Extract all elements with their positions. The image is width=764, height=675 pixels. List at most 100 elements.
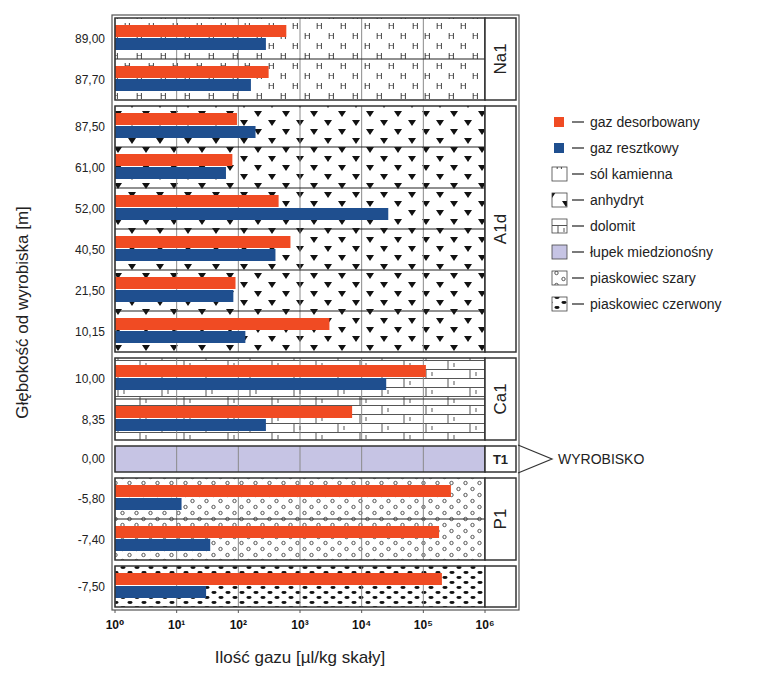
category-label: 40,50 xyxy=(75,243,105,257)
tick-label: 10² xyxy=(230,618,247,632)
grid-line xyxy=(238,566,239,607)
bars xyxy=(115,25,451,598)
legend-dash xyxy=(572,225,584,226)
grid-line xyxy=(176,446,177,472)
legend-swatch xyxy=(552,219,567,233)
row-separator xyxy=(115,269,485,270)
tick-label: 10³ xyxy=(291,618,308,632)
tick xyxy=(423,610,424,613)
category-label: 87,50 xyxy=(75,120,105,134)
bar xyxy=(115,113,237,125)
row-separator xyxy=(115,146,485,147)
bar xyxy=(115,331,245,343)
bar xyxy=(115,419,266,431)
legend-swatch xyxy=(552,297,567,311)
bar xyxy=(115,539,210,551)
tick-label: 10⁴ xyxy=(352,618,371,632)
grid-line xyxy=(423,566,424,607)
category-label: 89,00 xyxy=(75,32,105,46)
bar xyxy=(115,236,290,248)
legend-dash xyxy=(572,121,584,122)
row-separator xyxy=(115,310,485,311)
grid-line xyxy=(300,446,301,472)
bar xyxy=(115,38,266,50)
outer-frame xyxy=(112,15,519,610)
tick xyxy=(176,610,177,613)
bar xyxy=(115,526,439,538)
category-label: 52,00 xyxy=(75,202,105,216)
row-separator xyxy=(115,58,485,59)
unit-cell xyxy=(485,478,516,560)
unit-cell xyxy=(485,106,516,352)
frames xyxy=(112,15,519,610)
bar xyxy=(115,277,236,289)
bar xyxy=(115,586,206,598)
bar xyxy=(115,573,442,585)
category-label: -7,40 xyxy=(78,533,106,547)
legend-label: dolomit xyxy=(590,218,635,234)
bar xyxy=(115,195,279,207)
legend-label: anhydryt xyxy=(590,192,644,208)
category-label: -7,50 xyxy=(78,580,106,594)
unit-cell xyxy=(485,446,516,472)
bar xyxy=(115,66,269,78)
bar xyxy=(115,406,352,418)
category-label: 61,00 xyxy=(75,161,105,175)
legend-dash xyxy=(572,251,584,252)
legend-swatch xyxy=(552,271,567,285)
category-label: -5,80 xyxy=(78,492,106,506)
tick xyxy=(300,610,301,613)
bar xyxy=(115,498,182,510)
legend-label: gaz resztkowy xyxy=(590,140,679,156)
grid-line xyxy=(300,566,301,607)
unit-label: P1 xyxy=(491,509,510,530)
legend-swatch xyxy=(552,193,567,207)
tick-label: 10⁰ xyxy=(106,618,125,632)
legend-label: piaskowiec szary xyxy=(590,270,696,286)
row-separator xyxy=(115,398,485,399)
grid-line xyxy=(361,566,362,607)
unit-label: T1 xyxy=(493,452,508,467)
category-label: 10,15 xyxy=(75,325,105,339)
layer-frame xyxy=(115,566,485,607)
unit-label: Na1 xyxy=(491,43,510,74)
bar xyxy=(115,167,226,179)
tick-label: 10¹ xyxy=(168,618,185,632)
layer-frame xyxy=(115,106,485,352)
annotation-bracket xyxy=(518,445,552,473)
row-separator xyxy=(115,518,485,519)
legend-swatch xyxy=(554,117,564,127)
lithology-layer xyxy=(115,18,485,100)
tick xyxy=(238,610,239,613)
lithology-layer xyxy=(115,478,485,560)
legend: gaz desorbowanygaz resztkowysól kamienna… xyxy=(552,114,722,312)
legend-label: łupek miedzionośny xyxy=(590,244,713,260)
lithology-layer xyxy=(115,446,485,472)
legend-swatch xyxy=(552,245,567,259)
bar xyxy=(115,249,275,261)
layer-frame xyxy=(115,18,485,100)
layer-frame xyxy=(115,358,485,440)
unit-label: A1d xyxy=(491,214,510,244)
legend-dash xyxy=(572,173,584,174)
category-label: 87,70 xyxy=(75,73,105,87)
y-axis-title: Głębokość od wyrobiska [m] xyxy=(13,206,32,419)
legend-swatch xyxy=(554,143,564,153)
category-label: 8,35 xyxy=(82,413,106,427)
row-separator xyxy=(115,228,485,229)
bar xyxy=(115,208,388,220)
lithology-layer xyxy=(115,566,485,607)
layer-frame xyxy=(115,446,485,472)
annotation: WYROBISKO xyxy=(558,451,644,467)
legend-label: sól kamienna xyxy=(590,166,673,182)
category-label: 21,50 xyxy=(75,284,105,298)
chart: HHNa1A1dCa1T1P189,0087,7087,5061,0052,00… xyxy=(0,0,764,675)
tick xyxy=(485,610,486,613)
bar xyxy=(115,318,329,330)
legend-dash xyxy=(572,277,584,278)
tick xyxy=(115,610,116,613)
legend-dash xyxy=(572,303,584,304)
legend-label: piaskowiec czerwony xyxy=(590,296,722,312)
unit-cell xyxy=(485,358,516,440)
grid-line xyxy=(423,446,424,472)
